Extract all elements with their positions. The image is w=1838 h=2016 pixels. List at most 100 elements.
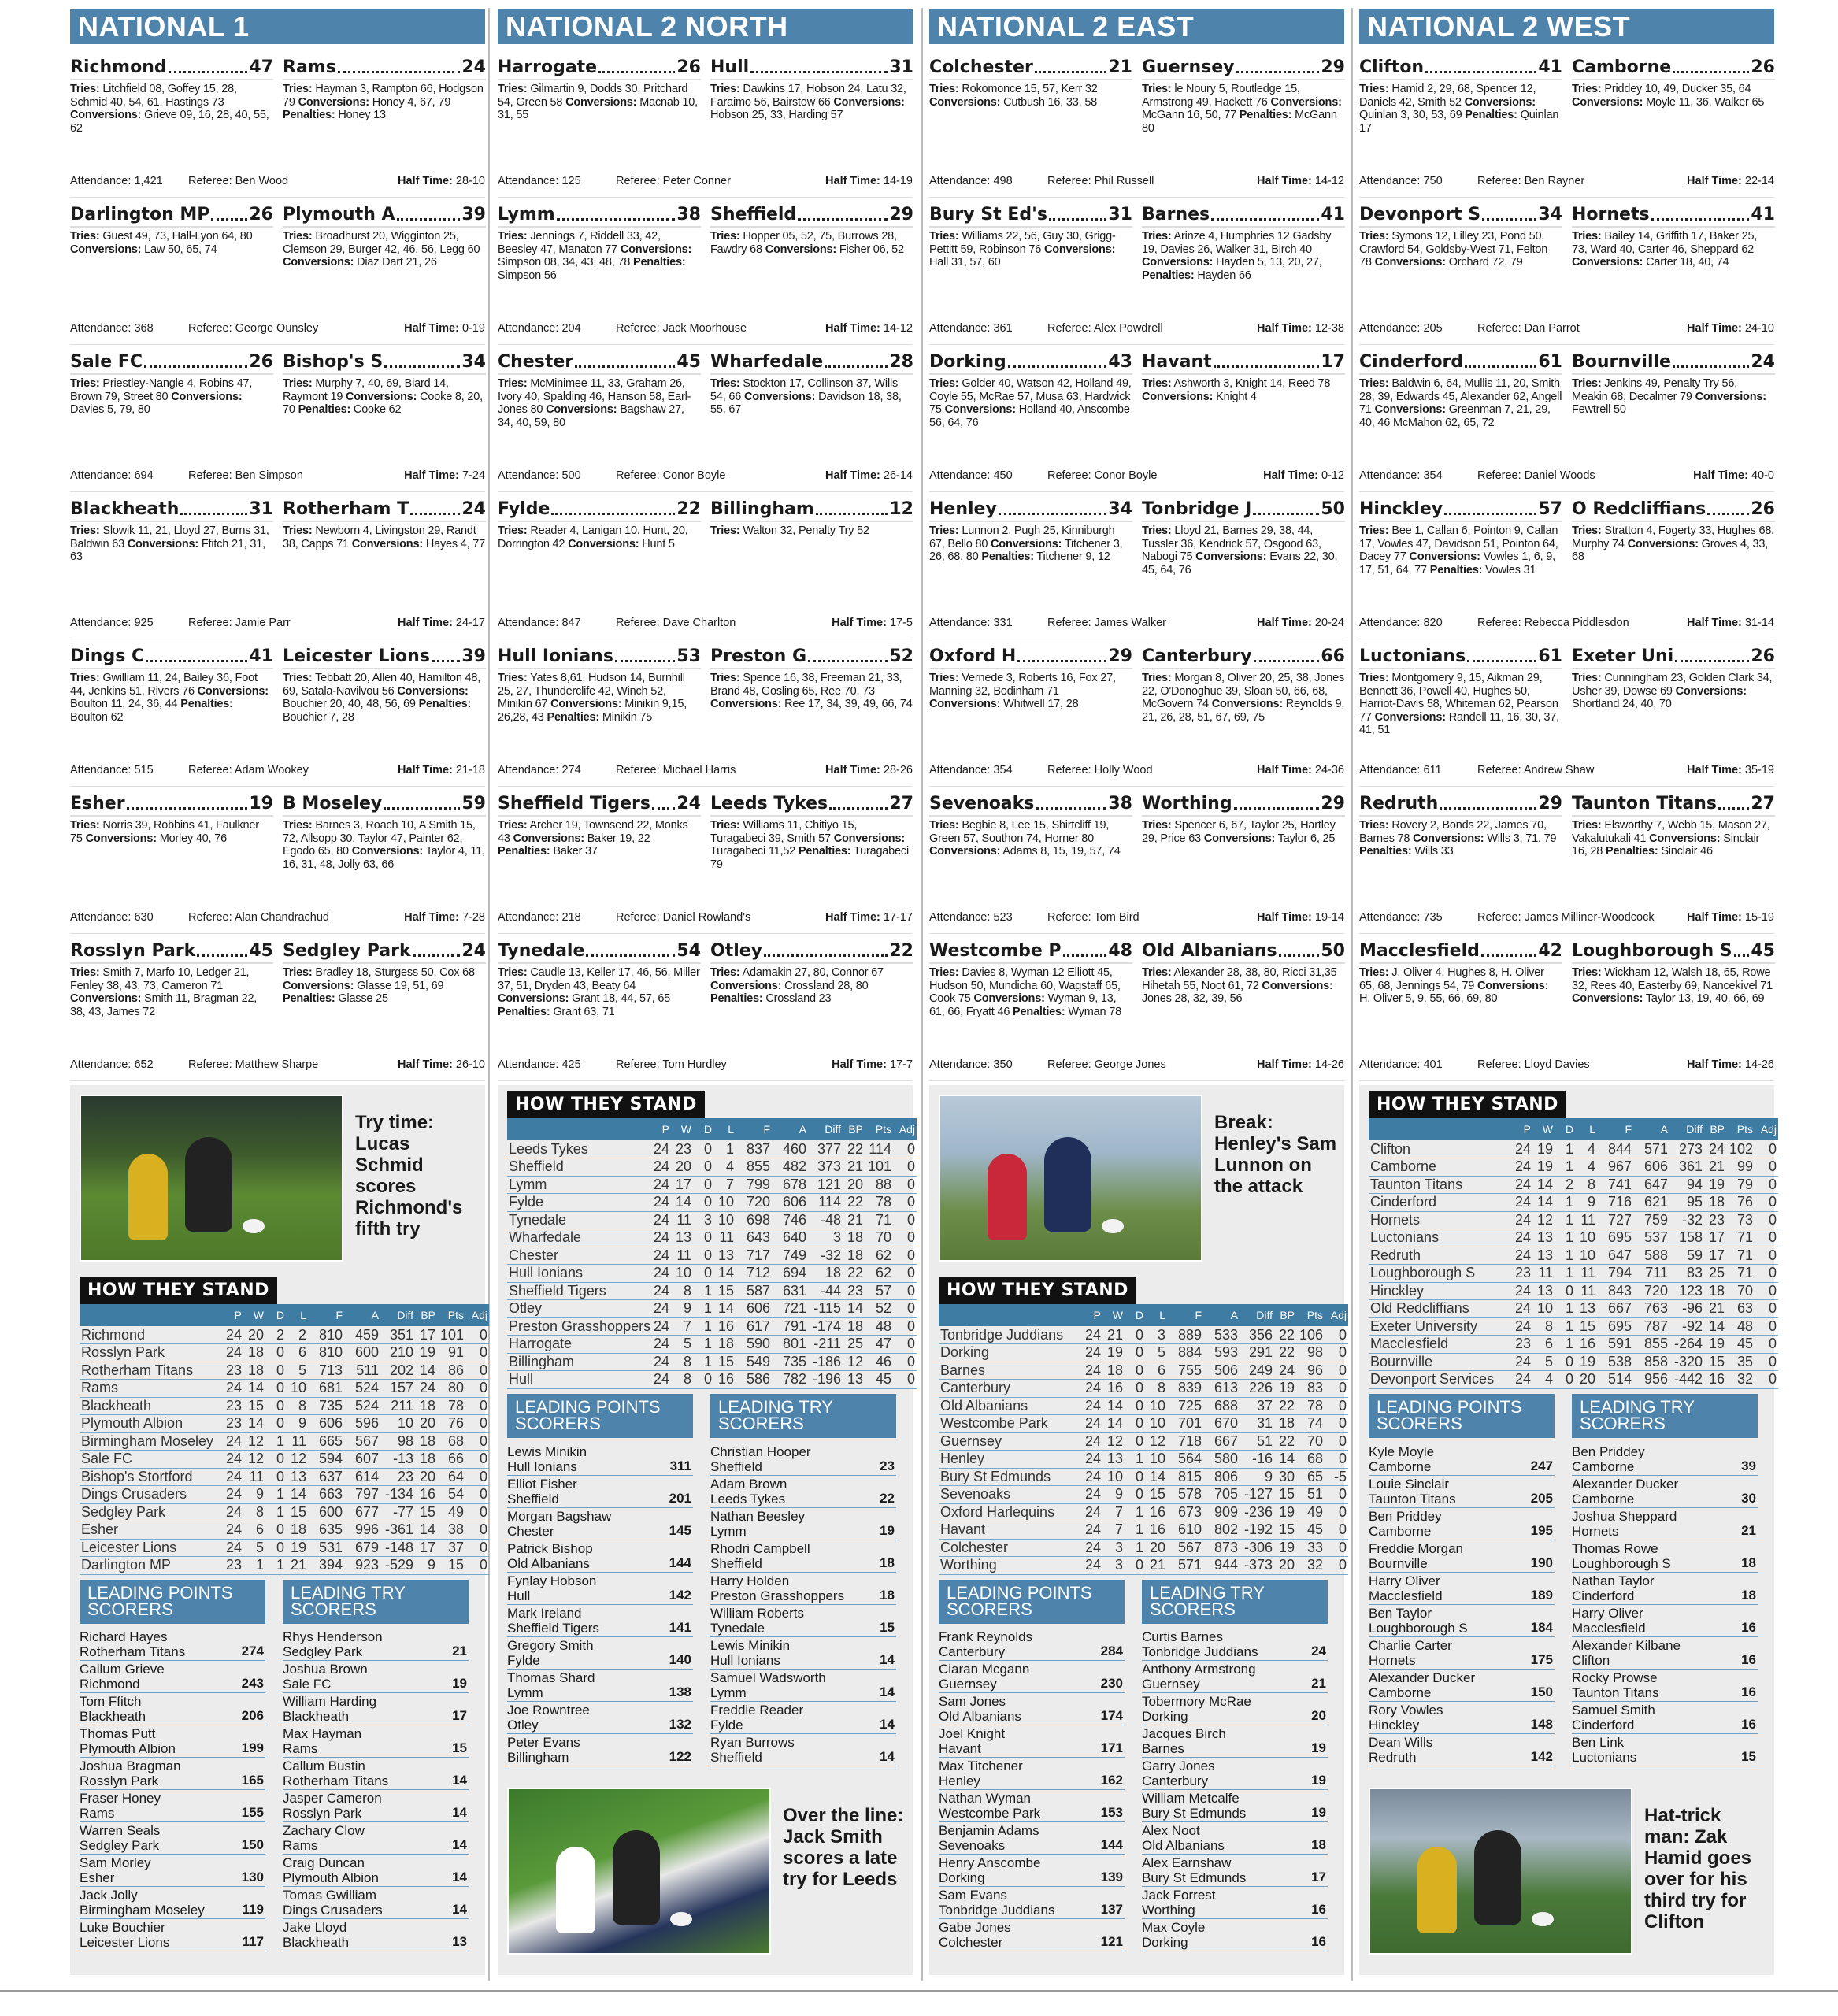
stat-cell: 578 <box>1167 1485 1203 1504</box>
attendance-info: Attendance: 735 <box>1359 911 1477 924</box>
attendance-label: Attendance: <box>929 617 991 629</box>
scorer-details: Tries: Jenkins 49, Penalty Try 56, Meaki… <box>1572 377 1775 417</box>
scorer-details: Tries: Vernede 3, Roberts 16, Fox 27, Ma… <box>929 672 1132 711</box>
stat-cell: 567 <box>344 1432 380 1451</box>
home-team-name: Hinckley <box>1359 499 1443 519</box>
team-name-cell: Rams <box>80 1379 221 1398</box>
stat-cell: 755 <box>1167 1362 1203 1380</box>
standings-row: Fylde 24 14 0 10 720 606 114 22 78 0 <box>507 1193 917 1212</box>
detail-label: Conversions: <box>929 95 1001 109</box>
scorer-total: 18 <box>880 1555 895 1570</box>
stat-cell: 20 <box>415 1414 437 1433</box>
half-time-info: Half Time: 35-19 <box>1656 764 1774 776</box>
half-time-label: Half Time: <box>404 322 459 335</box>
stat-cell: 4 <box>1575 1158 1597 1177</box>
detail-text: Evans 22, 30, 45, 64, 76 <box>1142 550 1338 576</box>
half-time-value: 19-14 <box>1314 911 1344 924</box>
stat-cell: 24 <box>1080 1485 1102 1504</box>
home-team-name: Blackheath <box>70 499 180 519</box>
scorer-item: Rocky Prowse Taunton Titans 16 <box>1572 1670 1758 1702</box>
away-team-block: Rotherham T 24 Tries: Newborn 4, Livingsto… <box>283 498 486 550</box>
column-header: Pts <box>865 1118 893 1140</box>
match-photo <box>80 1095 343 1262</box>
stat-cell: 24 <box>1510 1211 1532 1229</box>
stat-cell: 13 <box>1532 1282 1555 1300</box>
stat-cell: 0 <box>1755 1193 1778 1212</box>
standings-row: Guernsey 24 12 0 12 718 667 51 22 70 0 <box>939 1432 1348 1451</box>
half-time-value: 26-14 <box>883 469 913 482</box>
team-score-line: Dings C 41 <box>70 646 273 669</box>
attendance-info: Attendance: 361 <box>929 322 1047 335</box>
detail-label: Tries: <box>70 83 100 95</box>
scorer-details: Tries: le Noury 5, Routledge 15, Armstro… <box>1142 83 1345 135</box>
dot-leader <box>764 954 888 957</box>
referee-value: Rebecca Piddlesdon <box>1524 617 1629 629</box>
stat-cell: 158 <box>1669 1228 1704 1247</box>
home-team-name: Westcombe P <box>929 941 1062 961</box>
stat-cell: 18 <box>1274 1414 1296 1433</box>
away-team-score: 66 <box>1321 647 1345 666</box>
referee-value: Tom Bird <box>1094 911 1139 924</box>
team-name-cell: Richmond <box>80 1326 221 1344</box>
team-score-line: Sale FC 26 <box>70 351 273 375</box>
detail-line: Penalties: Wyman 78 <box>1013 1006 1121 1018</box>
stat-cell: 15 <box>1704 1353 1726 1371</box>
detail-text: Shortland 24, 40, 70 <box>1572 698 1672 710</box>
stat-cell: 17 <box>1704 1247 1726 1265</box>
stat-cell: 635 <box>308 1521 344 1540</box>
attendance-value: 652 <box>134 1058 154 1071</box>
stat-cell: 24 <box>1510 1299 1532 1318</box>
league-title: NATIONAL 2 EAST <box>929 9 1344 44</box>
away-team-block: Bishop's S 34 Tries: Murphy 7, 40, 69, Bia… <box>283 351 486 417</box>
match-footer: Attendance: 652 Referee: Matthew Sharpe Ha… <box>70 1058 485 1071</box>
detail-label: Penalties: <box>1465 109 1517 121</box>
detail-label: Conversions: <box>1627 537 1699 550</box>
column-header: F <box>308 1304 344 1326</box>
stat-cell: 909 <box>1203 1503 1240 1521</box>
referee-value: Daniel Rowland's <box>662 911 751 924</box>
home-team-name: Cinderford <box>1359 352 1464 372</box>
detail-label: Tries: <box>710 524 740 537</box>
referee-value: George Jones <box>1094 1058 1166 1071</box>
league-summary: Hat-trick man: Zak Hamid goes over for h… <box>1359 1085 1778 1975</box>
detail-line: Conversions: Bouchier 20, 40, 48, 56, 69 <box>283 685 469 711</box>
stat-cell: 0 <box>893 1353 917 1371</box>
detail-line: Tries: Golder 40, Watson 42, Holland 49,… <box>929 377 1132 416</box>
scorer-details: Tries: Bradley 18, Sturgess 50, Cox 68 C… <box>283 966 486 1006</box>
half-time-label: Half Time: <box>1687 617 1742 629</box>
stat-cell: 18 <box>415 1450 437 1469</box>
match-footer: Attendance: 750 Referee: Ben Rayner Half T… <box>1359 175 1774 187</box>
detail-text: Cunningham 23, Golden Clark 34, Usher 39… <box>1572 672 1773 698</box>
scorer-item: Alex Earnshaw Bury St Edmunds 17 <box>1142 1855 1328 1887</box>
column-header: Pts <box>1726 1118 1755 1140</box>
referee-label: Referee: <box>616 175 660 187</box>
detail-line: Conversions: Quinlan 3, 30, 53, 69 <box>1359 96 1536 122</box>
dot-leader <box>1211 218 1320 220</box>
stat-cell: 0 <box>265 1362 286 1380</box>
detail-line: Tries: Jennings 7, Riddell 33, 42, Beesl… <box>498 230 661 256</box>
detail-text: Honey 13 <box>338 109 386 121</box>
stat-cell: 12 <box>286 1450 308 1469</box>
stat-cell: 24 <box>221 1432 243 1451</box>
dot-leader <box>211 218 248 220</box>
stat-cell: 12 <box>243 1432 265 1451</box>
stat-cell: 21 <box>1102 1326 1125 1344</box>
stat-cell: 18 <box>1704 1282 1726 1300</box>
detail-text: Newborn 4, Livingston 29, Randt 38, Capp… <box>283 524 476 550</box>
away-team-block: Preston G 52 Tries: Spence 16, 38, Freeman… <box>710 646 913 711</box>
home-team-block: Cinderford 61 Tries: Baldwin 6, 64, Mullis… <box>1359 351 1562 429</box>
stat-cell: 1 <box>1555 1140 1575 1158</box>
detail-line: Conversions: Taylor 13, 19, 40, 66, 69 <box>1572 992 1765 1005</box>
home-team-block: Harrogate 26 Tries: Gilmartin 9, Dodds 30,… <box>498 57 701 122</box>
stat-cell: 99 <box>1726 1158 1755 1177</box>
scorer-name: Nathan Beesley <box>710 1509 806 1524</box>
rugby-ball <box>1102 1219 1125 1233</box>
referee-info: Referee: Alex Powdrell <box>1047 322 1226 335</box>
attendance-value: 361 <box>993 322 1013 335</box>
referee-label: Referee: <box>616 617 660 629</box>
dot-leader <box>1673 71 1750 73</box>
detail-label: Tries: <box>283 966 313 979</box>
stat-cell: 705 <box>1203 1485 1240 1504</box>
attendance-value: 735 <box>1423 911 1443 924</box>
team-score-line: Otley 22 <box>710 940 913 964</box>
